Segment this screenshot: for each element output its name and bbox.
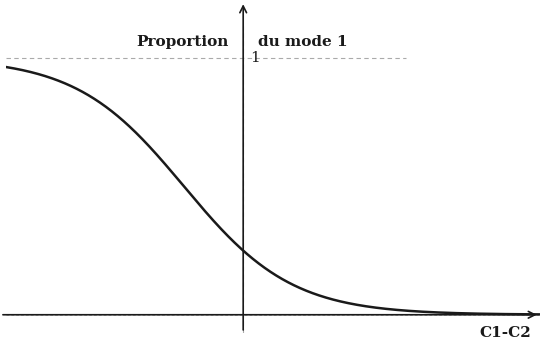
Text: C1-C2: C1-C2 — [479, 326, 531, 340]
Text: 1: 1 — [250, 51, 260, 65]
Text: du mode 1: du mode 1 — [258, 35, 348, 49]
Text: Proportion: Proportion — [136, 35, 228, 49]
